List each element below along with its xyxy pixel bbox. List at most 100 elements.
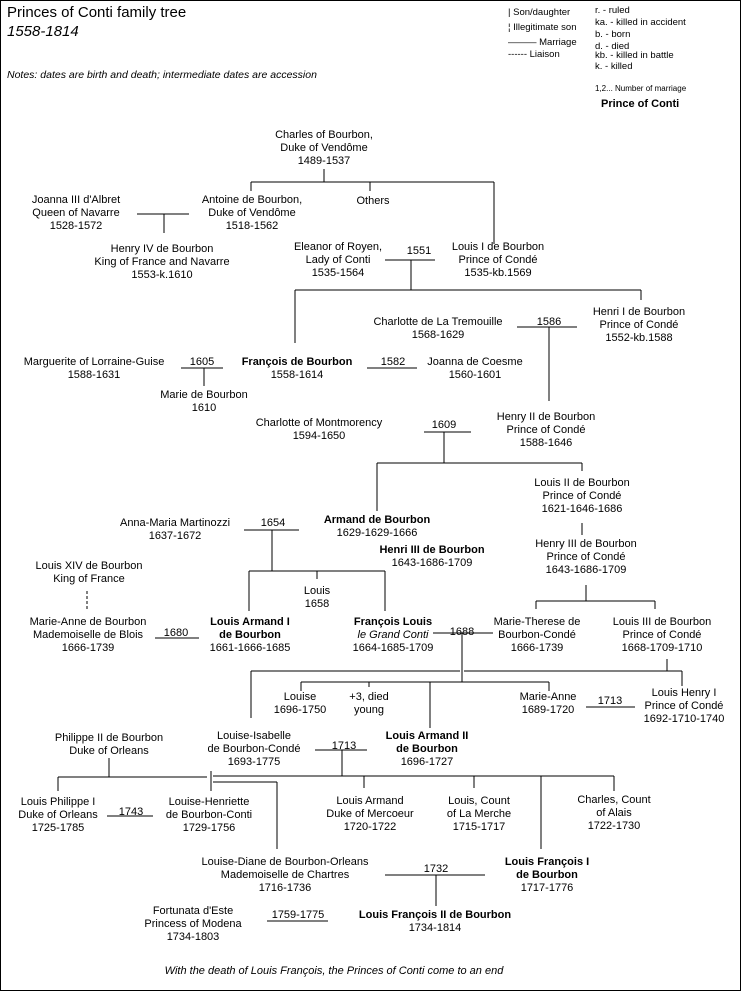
person-node: Louis XIV de Bourbon King of France — [35, 560, 142, 586]
person-detail: Duke of Mercoeur — [326, 808, 414, 820]
person-node: Louis Armand Duke of Mercoeur 1720-1722 — [326, 795, 413, 834]
legend-killed-battle: kb. - killed in battle — [595, 50, 674, 61]
person-node: Louise-Diane de Bourbon-Orleans Mademoise… — [202, 856, 369, 895]
person-detail: Prince of Condé — [542, 490, 622, 502]
person-name: Antoine de Bourbon, — [201, 194, 303, 206]
person-name: Louis III de Bourbon — [612, 616, 712, 628]
person-detail: 1610 — [191, 402, 217, 414]
person-detail: 1643-1686-1709 — [545, 564, 627, 576]
person-detail: 1661-1666-1685 — [209, 642, 291, 654]
person-node: Henri III de Bourbon 1643-1686-1709 — [379, 544, 484, 570]
person-detail: 1535-1564 — [311, 267, 365, 279]
person-name: Henry II de Bourbon — [496, 411, 596, 423]
person-name: Louise-Diane de Bourbon-Orleans — [201, 856, 369, 868]
person-name: Marguerite of Lorraine-Guise — [23, 356, 165, 368]
person-name: Henri I de Bourbon — [592, 306, 686, 318]
person-node: Marie de Bourbon 1610 — [160, 389, 247, 415]
legend-son-daughter: | Son/daughter — [508, 7, 571, 18]
person-node: Fortunata d'Este Princess of Modena 1734-1… — [144, 905, 241, 944]
person-detail: 1518-1562 — [225, 220, 279, 232]
person-detail: de Bourbon — [396, 743, 458, 755]
person-name: +3, died — [349, 691, 389, 703]
marriage-year: 1743 — [118, 806, 144, 818]
person-detail: 1553-k.1610 — [131, 269, 193, 281]
person-name: Anna-Maria Martinozzi — [119, 517, 231, 529]
person-detail: 1716-1736 — [258, 882, 312, 894]
person-name: Louis François I — [504, 856, 590, 868]
person-detail: of Alais — [596, 807, 632, 819]
person-name: Henri III de Bourbon — [379, 544, 485, 556]
person-detail: Prince of Condé — [458, 254, 538, 266]
person-node: Henry IV de Bourbon King of France and Na… — [94, 243, 229, 282]
person-detail: Prince of Condé — [622, 629, 702, 641]
person-detail: 1489-1537 — [297, 155, 351, 167]
legend-marriage: ——— Marriage — [508, 37, 577, 48]
person-node: Louis François II de Bourbon 1734-1814 — [359, 909, 511, 935]
person-node: Armand de Bourbon 1629-1629-1666 — [324, 514, 430, 540]
person-detail: 1720-1722 — [343, 821, 397, 833]
person-detail: 1643-1686-1709 — [391, 557, 473, 569]
marriage-year: 1582 — [380, 356, 406, 368]
person-detail: 1629-1629-1666 — [336, 527, 418, 539]
person-name: Louis Henry I — [651, 687, 717, 699]
person-node: Antoine de Bourbon, Duke of Vendôme 1518-1… — [202, 194, 302, 233]
person-name: Louis Armand II — [385, 730, 469, 742]
person-node: Henri I de Bourbon Prince of Condé 1552-kb… — [593, 306, 685, 345]
person-node: Charlotte of Montmorency 1594-1650 — [256, 417, 383, 443]
person-detail: 1637-1672 — [148, 530, 202, 542]
page-title: Princes of Conti family tree — [7, 4, 187, 21]
person-node: Eleanor of Royen, Lady of Conti 1535-1564 — [294, 241, 382, 280]
person-detail: 1666-1739 — [61, 642, 115, 654]
person-node: Marguerite of Lorraine-Guise 1588-1631 — [24, 356, 165, 382]
notes: Notes: dates are birth and death; interm… — [7, 69, 317, 81]
person-name: Charles, Count — [577, 794, 651, 806]
person-detail: de Bourbon — [219, 629, 281, 641]
person-detail: 1668-1709-1710 — [621, 642, 703, 654]
person-node: Marie-Therese de Bourbon-Condé 1666-1739 — [494, 616, 581, 655]
person-detail: Duke of Orleans — [18, 809, 98, 821]
person-detail: King of France — [53, 573, 125, 585]
person-name: Charles of Bourbon, — [275, 129, 373, 141]
person-detail: de Bourbon — [516, 869, 578, 881]
person-name: Charlotte of Montmorency — [255, 417, 383, 429]
person-detail: 1693-1775 — [227, 756, 281, 768]
person-detail: 1722-1730 — [587, 820, 641, 832]
person-node: +3, died young — [349, 691, 388, 717]
person-detail: Mademoiselle de Blois — [32, 629, 144, 641]
legend-died: d. - died — [595, 41, 630, 52]
person-node: Charlotte de La Tremouille 1568-1629 — [373, 316, 502, 342]
person-name: Henry III de Bourbon — [535, 538, 637, 550]
person-name: Louis I de Bourbon — [451, 241, 545, 253]
marriage-year: 1713 — [597, 695, 623, 707]
marriage-year: 1759-1775 — [271, 909, 325, 921]
person-detail: 1568-1629 — [411, 329, 465, 341]
person-name: Fortunata d'Este — [152, 905, 234, 917]
person-name: Louis Philippe I — [20, 796, 96, 808]
person-node: Joanna III d'Albret Queen of Navarre 1528-… — [32, 194, 120, 233]
person-detail: 1621-1646-1686 — [541, 503, 623, 515]
person-node: Louis Philippe I Duke of Orleans 1725-1785 — [18, 796, 97, 835]
person-name: Armand de Bourbon — [323, 514, 431, 526]
person-detail: 1692-1710-1740 — [643, 713, 725, 725]
legend-killed-accident: ka. - killed in accident — [595, 17, 686, 28]
person-detail: de Bourbon-Condé — [207, 743, 301, 755]
person-detail: 1715-1717 — [452, 821, 506, 833]
person-detail: 1696-1727 — [400, 756, 454, 768]
person-detail: 1658 — [304, 598, 330, 610]
legend-prince-of-conti: Prince of Conti — [601, 98, 680, 110]
person-name: Joanna III d'Albret — [31, 194, 121, 206]
person-detail: 1560-1601 — [448, 369, 502, 381]
marriage-year: 1551 — [406, 245, 432, 257]
person-name: Louis — [303, 585, 331, 597]
marriage-year: 1713 — [331, 740, 357, 752]
person-name: François Louis — [353, 616, 433, 628]
person-detail: 1696-1750 — [273, 704, 327, 716]
person-name: Charlotte de La Tremouille — [373, 316, 503, 328]
person-name: Louise-Henriette — [168, 796, 250, 808]
person-node: Marie-Anne 1689-1720 — [520, 691, 577, 717]
footer-note: With the death of Louis François, the Pr… — [164, 965, 504, 977]
person-detail: 1734-1803 — [166, 931, 220, 943]
